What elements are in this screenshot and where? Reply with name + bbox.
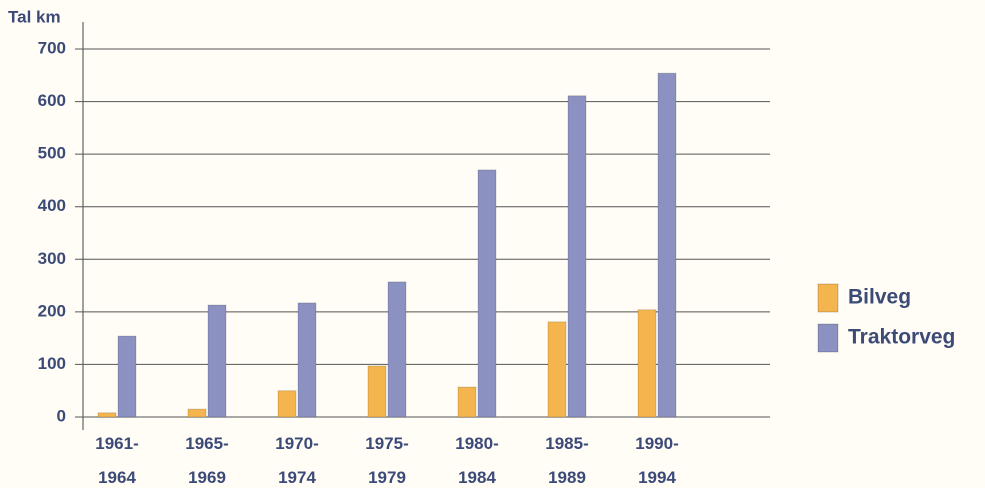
legend-label: Bilveg [848,286,911,309]
x-tick-label: 1990-1994 [635,434,678,487]
bar [477,169,497,418]
bar [97,412,117,418]
bar [387,281,407,418]
legend-label: Traktorveg [848,326,955,349]
x-tick-label: 1975-1979 [365,434,408,487]
y-tick-label: 600 [38,91,66,110]
x-tick-label: 1985-1989 [545,434,588,487]
bar [657,72,677,418]
y-tick-label: 100 [38,354,66,373]
x-tick-label: 1965-1969 [185,434,228,487]
y-tick-label: 300 [38,249,66,268]
y-tick-label: 500 [38,144,66,163]
bar [277,390,297,418]
bar [207,304,227,418]
bar [117,335,137,418]
y-tick-label: 200 [38,301,66,320]
bar [637,309,657,418]
bar [567,95,587,418]
y-tick-label: 700 [38,38,66,57]
bar [297,302,317,418]
y-axis-label: Tal km [8,7,61,26]
x-tick-label: 1970-1974 [275,434,318,487]
bar [547,321,567,418]
x-tick-label: 1961-1964 [95,434,138,487]
y-tick-label: 0 [57,406,66,425]
legend-swatch [817,283,839,313]
bar [187,408,207,418]
bar [457,386,477,418]
legend-swatch [817,323,839,353]
bar [367,365,387,418]
x-tick-label: 1980-1984 [455,434,498,487]
y-tick-label: 400 [38,196,66,215]
